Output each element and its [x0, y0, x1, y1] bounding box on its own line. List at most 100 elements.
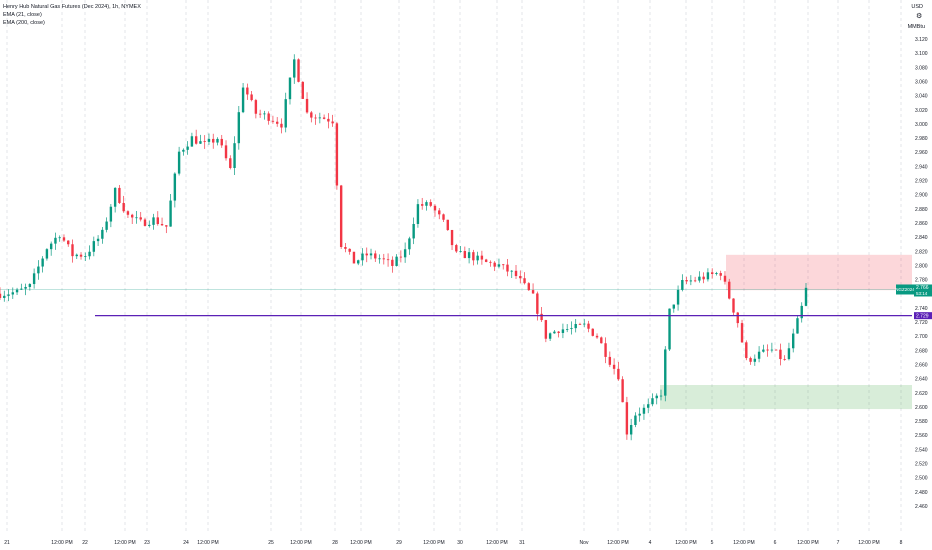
- candle: [591, 328, 594, 337]
- candle: [689, 275, 693, 286]
- price-axis[interactable]: 3.120 3.100 3.080 3.060 3.040 3.020 3.000 2.980…: [915, 37, 928, 510]
- candle: [374, 250, 377, 262]
- candle: [651, 393, 654, 407]
- candle-body: [152, 217, 155, 225]
- y-tick-label: 2.680: [915, 348, 928, 354]
- candle: [770, 342, 774, 353]
- candle: [433, 204, 437, 217]
- candle-body: [450, 230, 454, 246]
- y-tick-label: 2.880: [915, 207, 928, 213]
- x-tick-label: 12:00 PM: [197, 540, 218, 546]
- candle-body: [753, 358, 757, 362]
- candle: [621, 376, 624, 403]
- candle-body: [199, 141, 202, 144]
- candle: [595, 333, 599, 339]
- candle-body: [523, 278, 526, 284]
- y-tick-label: 2.520: [915, 462, 928, 468]
- candle-body: [395, 256, 398, 266]
- currency-label[interactable]: USD: [911, 4, 923, 10]
- candle: [84, 252, 87, 261]
- candle: [676, 285, 680, 311]
- y-tick-label: 2.960: [915, 150, 928, 156]
- candle: [71, 239, 74, 263]
- y-tick-label: 2.860: [915, 221, 928, 227]
- candle: [659, 389, 663, 401]
- candle: [190, 132, 194, 147]
- candle-body: [561, 329, 565, 333]
- candle-body: [531, 290, 535, 294]
- candle: [438, 208, 441, 220]
- candle: [647, 398, 650, 414]
- candle-body: [497, 264, 501, 267]
- candle: [212, 133, 215, 149]
- x-tick-label: 5: [711, 540, 714, 546]
- ema-21-label[interactable]: EMA (21, close): [3, 12, 42, 18]
- candle: [49, 241, 53, 256]
- candle: [574, 318, 577, 333]
- candle-body: [344, 246, 347, 249]
- ema-200-label[interactable]: EMA (200, close): [3, 20, 45, 26]
- candle: [634, 412, 637, 428]
- time-axis[interactable]: 21 12:00 PM 22 12:00 PM 23 24 12:00 PM 25 12:00 …: [4, 540, 902, 546]
- candle: [58, 235, 61, 242]
- candle: [156, 211, 159, 226]
- candle: [41, 256, 44, 273]
- candle: [728, 278, 731, 300]
- candle-body: [702, 276, 705, 280]
- candle: [339, 184, 343, 249]
- candle: [352, 251, 356, 264]
- candle: [395, 254, 398, 267]
- candle-body: [0, 293, 2, 298]
- candle: [45, 248, 49, 261]
- candle-body: [723, 275, 727, 282]
- candle: [246, 83, 249, 100]
- candle: [463, 246, 467, 259]
- candle: [399, 250, 403, 263]
- candle: [459, 246, 462, 253]
- candle: [92, 236, 96, 257]
- y-tick-label: 2.620: [915, 391, 928, 397]
- candle: [79, 252, 83, 260]
- x-tick-label: 6: [774, 540, 777, 546]
- candle: [540, 307, 543, 323]
- y-tick-label: 2.600: [915, 405, 928, 411]
- candle: [681, 274, 684, 292]
- y-tick-label: 2.920: [915, 179, 928, 185]
- candle: [672, 304, 675, 313]
- candle-body: [24, 286, 27, 289]
- candle: [378, 254, 381, 264]
- candle: [0, 287, 2, 301]
- candle-body: [135, 217, 138, 219]
- candle-body: [455, 245, 458, 252]
- candle-body: [757, 351, 761, 359]
- x-tick-label: 12:00 PM: [114, 540, 135, 546]
- gear-icon[interactable]: ⚙: [916, 13, 923, 20]
- candle-body: [557, 331, 560, 333]
- candle-body: [438, 210, 441, 215]
- candle: [177, 146, 181, 176]
- x-tick-label: Nov: [580, 540, 589, 546]
- symbol-badge: [896, 284, 914, 295]
- candle-body: [412, 223, 415, 239]
- candle: [403, 242, 407, 263]
- y-tick-label: 2.820: [915, 249, 928, 255]
- candle-body: [587, 323, 590, 329]
- candle: [250, 91, 253, 102]
- candle: [472, 249, 475, 266]
- candle-body: [45, 249, 49, 259]
- candle: [502, 263, 505, 270]
- candle-body: [681, 280, 684, 290]
- candle-body: [676, 289, 680, 305]
- x-tick-label: 29: [396, 540, 402, 546]
- y-tick-label: 2.500: [915, 476, 928, 482]
- candle-body: [565, 329, 569, 330]
- candle: [531, 283, 535, 294]
- candle: [3, 290, 6, 302]
- candle: [75, 253, 78, 260]
- chart-legend: Henry Hub Natural Gas Futures (Dec 2024)…: [3, 3, 141, 27]
- candle: [446, 219, 449, 231]
- x-tick-label: 24: [183, 540, 189, 546]
- candle-body: [766, 349, 769, 351]
- symbol-title[interactable]: Henry Hub Natural Gas Futures (Dec 2024)…: [3, 4, 141, 10]
